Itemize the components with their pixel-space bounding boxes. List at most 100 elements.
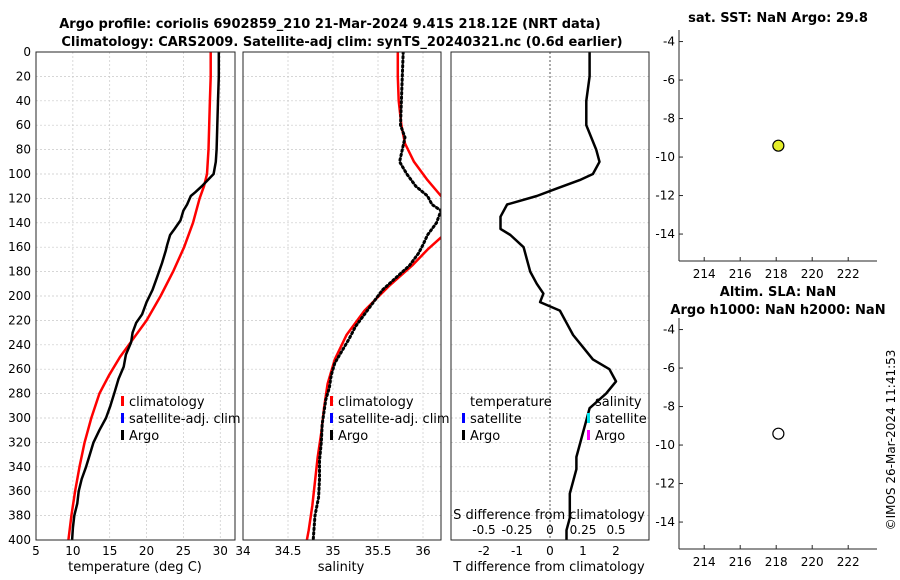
legend-climatology-label: climatology [338,395,414,410]
latitude-tick-label: -4 [663,323,675,337]
temperature-panel: 0 20 40 60 80 100 120 140 160 180 200 220 240 260 280 3… [8,45,241,558]
salinity-difference-tick-label: -0.5 [472,523,495,537]
depth-tick-label: 120 [8,191,31,205]
temperature-xlabel: temperature (deg C) [68,560,202,575]
depth-tick-label: 260 [8,362,31,376]
temperature-tick-label: 20 [139,544,154,558]
legend-salinity-argo-label: Argo [595,429,625,444]
longitude-tick-label: 220 [801,267,824,281]
legend-argo-marker [121,430,124,440]
watermark: ©IMOS 26-Mar-2024 11:41:53 [884,350,898,531]
float-position-marker [772,427,785,440]
depth-tick-label: 160 [8,240,31,254]
legend-salinity-argo-marker [587,430,590,440]
legend-temperature-title: temperature [470,395,552,410]
latitude-tick-label: -14 [655,227,675,241]
latitude-tick-label: -6 [663,73,675,87]
salinity-xlabel: salinity [318,560,365,575]
argo-salinity-line [311,52,441,540]
depth-tick-label: 20 [16,69,31,83]
depth-tick-label: 360 [8,484,31,498]
latitude-tick-label: -4 [663,35,675,49]
sst-panel: -4 -6 -8 -10 -12 -14 214 216 218 220 222 [655,30,877,281]
climatology-temperature-line [67,52,212,541]
latitude-tick-label: -12 [655,477,675,491]
depth-tick-label: 340 [8,460,31,474]
legend-climatology-marker [121,396,124,406]
depth-tick-label: 240 [8,338,31,352]
salinity-tick-label: 34 [235,544,250,558]
legend-satellite-adj-marker [330,413,333,423]
temperature-tick-label: 10 [65,544,80,558]
temperature-difference-tick-label: -1 [511,544,523,558]
longitude-tick-label: 214 [693,267,716,281]
depth-tick-label: 40 [16,94,31,108]
latitude-tick-label: -14 [655,515,675,529]
sla-panel: -4 -6 -8 -10 -12 -14 214 216 218 220 222 [655,318,877,569]
longitude-tick-label: 222 [837,267,860,281]
temperature-difference-tick-label: 2 [612,544,620,558]
longitude-tick-label: 218 [765,555,788,569]
depth-tick-label: 220 [8,313,31,327]
difference-top-xlabel: S difference from climatology [453,508,645,523]
argo-temperature-difference-line [499,52,618,540]
latitude-tick-label: -8 [663,112,675,126]
difference-axes-frame [450,51,650,541]
salinity-difference-tick-label: 0.5 [606,523,625,537]
salinity-axes-frame [242,51,442,541]
legend-satellite-adj-label: satellite-adj. clim [129,412,241,427]
depth-tick-label: 380 [8,509,31,523]
temperature-difference-tick-label: -2 [478,544,490,558]
depth-tick-label: 80 [16,143,31,157]
salinity-tick-label: 34.5 [275,544,302,558]
temperature-difference-tick-label: 1 [579,544,587,558]
title-line-1: Argo profile: coriolis 6902859_210 21-Ma… [59,17,601,32]
difference-xlabel: T difference from climatology [452,560,645,575]
legend-salinity-title: salinity [595,395,642,410]
temperature-tick-label: 25 [176,544,191,558]
latitude-tick-label: -12 [655,189,675,203]
float-position-marker [772,139,785,152]
salinity-difference-tick-label: 0 [546,523,554,537]
longitude-tick-label: 218 [765,267,788,281]
longitude-tick-label: 220 [801,555,824,569]
depth-tick-label: 400 [8,533,31,547]
latitude-tick-label: -6 [663,361,675,375]
legend-climatology-marker [330,396,333,406]
temperature-difference-tick-label: 0 [546,544,554,558]
salinity-tick-label: 36 [415,544,430,558]
longitude-tick-label: 214 [693,555,716,569]
depth-tick-label: 140 [8,216,31,230]
temperature-axes-frame [35,51,236,541]
salinity-difference-tick-label: 0.25 [570,523,597,537]
sla-title-line-2: Argo h1000: NaN h2000: NaN [670,303,885,318]
temperature-tick-label: 15 [102,544,117,558]
depth-tick-label: 320 [8,435,31,449]
legend-temperature-satellite-label: satellite [470,412,522,427]
depth-tick-label: 100 [8,167,31,181]
legend-temperature-satellite-marker [462,413,465,423]
salinity-tick-label: 35.5 [365,544,392,558]
legend-salinity-satellite-marker [587,413,590,423]
depth-tick-label: 0 [23,45,31,59]
salinity-lines [305,52,441,540]
salinity-panel: 34 34.5 35 35.5 36 climatology satellite-adj. … [235,51,450,558]
legend-salinity-satellite-label: satellite [595,412,647,427]
legend-argo-marker [330,430,333,440]
legend-satellite-adj-label: satellite-adj. clim [338,412,450,427]
latitude-tick-label: -10 [655,438,675,452]
depth-tick-label: 200 [8,289,31,303]
depth-tick-label: 300 [8,411,31,425]
latitude-tick-label: -10 [655,150,675,164]
legend-argo-label: Argo [129,429,159,444]
title-line-2: Climatology: CARS2009. Satellite-adj cli… [61,35,622,50]
legend-satellite-adj-marker [121,413,124,423]
salinity-difference-tick-label: -0.25 [501,523,532,537]
salinity-tick-label: 35 [325,544,340,558]
sst-title: sat. SST: NaN Argo: 29.8 [688,11,868,26]
legend-temperature-argo-label: Argo [470,429,500,444]
latitude-tick-label: -8 [663,400,675,414]
temperature-tick-label: 5 [32,544,40,558]
depth-tick-label: 180 [8,265,31,279]
